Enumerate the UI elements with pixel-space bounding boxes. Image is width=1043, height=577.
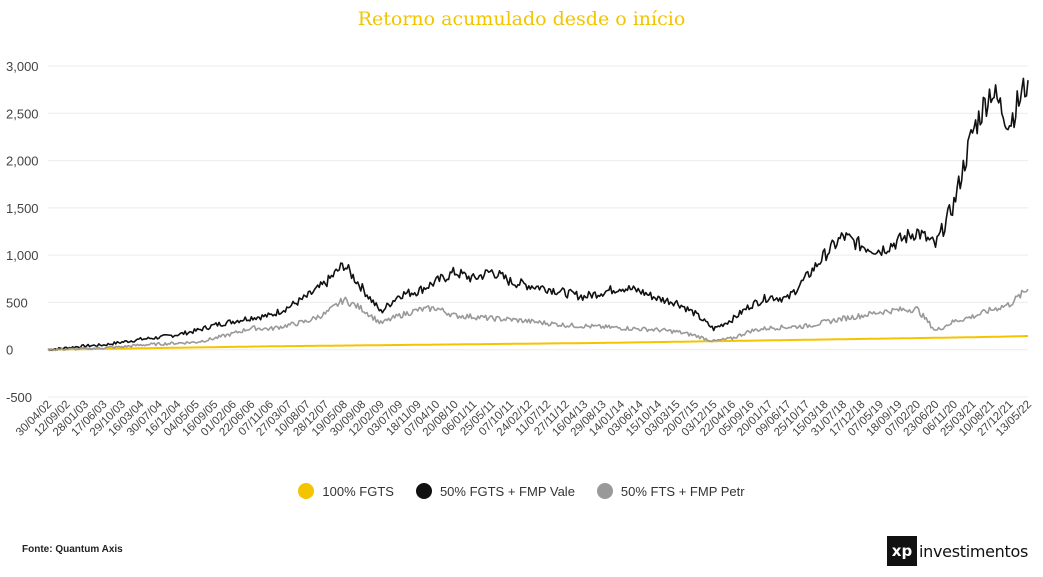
legend-label-fgts: 100% FGTS — [322, 483, 394, 499]
series-line-0 — [48, 335, 1028, 351]
y-tick-label: 2,500 — [6, 106, 39, 121]
series-layer — [47, 77, 1029, 352]
legend-swatch-fgts — [298, 483, 315, 499]
legend-item-fgts[interactable]: 100% FGTS — [298, 483, 394, 499]
x-axis-ticks: 30/04/0212/09/0228/01/0317/06/0329/10/03… — [14, 398, 1034, 439]
y-tick-label: 1,000 — [6, 248, 39, 263]
legend-swatch-petr — [596, 483, 613, 499]
y-tick-label: 500 — [6, 295, 28, 310]
legend-item-petr[interactable]: 50% FTS + FMP Petr — [596, 483, 745, 499]
y-axis-ticks: 3,000 2,500 2,000 1,500 1,000 500 0 -500 — [6, 59, 39, 405]
y-tick-label: 2,000 — [6, 154, 39, 169]
grid-layer — [48, 65, 1028, 398]
chart-title: Retorno acumulado desde o início — [357, 8, 686, 30]
series-line-2 — [47, 288, 1029, 352]
legend-label-vale: 50% FGTS + FMP Vale — [439, 483, 575, 499]
xp-logo-mark: xp — [887, 536, 917, 566]
legend-swatch-vale — [415, 483, 432, 499]
series-line-1 — [47, 77, 1029, 352]
y-tick-label: 1,500 — [6, 201, 39, 216]
legend-label-petr: 50% FTS + FMP Petr — [620, 483, 745, 499]
y-tick-label: 3,000 — [6, 59, 39, 74]
y-tick-label: 0 — [6, 343, 13, 358]
xp-logo-word: investimentos — [919, 541, 1029, 561]
source-note: Fonte: Quantum Axis — [22, 544, 123, 555]
legend: 100% FGTS 50% FGTS + FMP Vale 50% FTS + … — [0, 483, 1043, 499]
y-tick-label: -500 — [6, 390, 32, 405]
xp-logo: xp investimentos — [887, 536, 1028, 566]
legend-item-vale[interactable]: 50% FGTS + FMP Vale — [415, 483, 575, 499]
